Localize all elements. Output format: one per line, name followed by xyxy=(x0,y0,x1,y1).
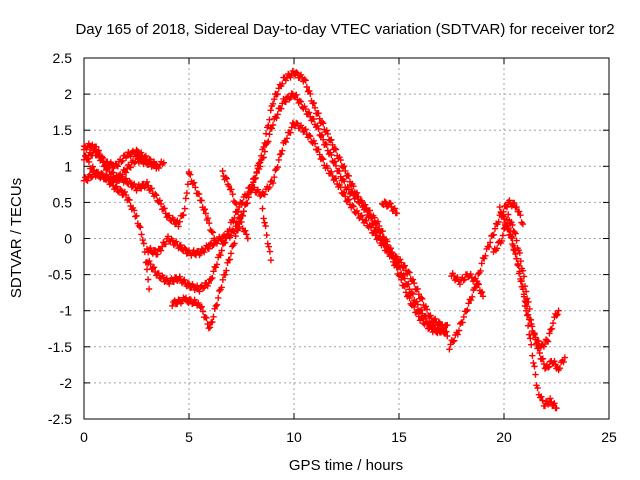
x-tick-label: 25 xyxy=(601,429,617,445)
series-marker-path xyxy=(80,146,161,172)
series-8 xyxy=(185,168,218,242)
y-tick-label: -2 xyxy=(60,375,73,391)
x-axis-label: GPS time / hours xyxy=(289,457,403,474)
series-3 xyxy=(80,146,153,293)
series-marker-path xyxy=(185,168,218,242)
y-tick-label: 2 xyxy=(64,86,72,102)
series-marker-path xyxy=(490,211,569,374)
series-16 xyxy=(500,215,562,351)
series-2 xyxy=(80,140,193,230)
y-tick-label: 1 xyxy=(64,158,72,174)
y-tick-label: -1.5 xyxy=(48,339,72,355)
x-tick-label: 0 xyxy=(80,429,88,445)
series-10 xyxy=(259,205,275,264)
series-marker-path xyxy=(80,140,193,230)
chart-title: Day 165 of 2018, Sidereal Day-to-day VTE… xyxy=(75,21,614,38)
y-tick-label: -1 xyxy=(60,303,73,319)
series-13 xyxy=(448,270,487,300)
series-marker-path xyxy=(379,198,401,217)
x-tick-label: 10 xyxy=(286,429,302,445)
y-tick-label: 2.5 xyxy=(53,50,73,66)
y-tick-label: -0.5 xyxy=(48,267,72,283)
x-tick-label: 5 xyxy=(185,429,193,445)
y-tick-label: 0.5 xyxy=(53,194,73,210)
series-4 xyxy=(143,119,451,340)
grid xyxy=(84,58,609,419)
series-marker-path xyxy=(259,205,275,264)
series-marker-path xyxy=(219,167,251,242)
x-axis: 0 5 10 15 20 25 xyxy=(80,58,617,445)
data-points xyxy=(80,67,569,412)
x-tick-label: 15 xyxy=(391,429,407,445)
series-marker-path xyxy=(448,270,487,300)
y-tick-label: -2.5 xyxy=(48,411,72,427)
y-tick-label: 1.5 xyxy=(53,122,73,138)
series-14 xyxy=(490,211,569,374)
series-7 xyxy=(80,146,161,172)
series-marker-path xyxy=(446,197,527,353)
y-axis-label: SDTVAR / TECUs xyxy=(8,178,25,298)
series-marker-path xyxy=(143,119,451,340)
x-tick-label: 20 xyxy=(496,429,512,445)
y-axis: 2.5 2 1.5 1 0.5 0 -0.5 -1 -1.5 -2 -2.5 xyxy=(48,50,609,427)
series-12 xyxy=(446,197,527,353)
series-marker-path xyxy=(80,146,153,293)
series-marker-path xyxy=(500,215,562,351)
y-tick-label: 0 xyxy=(64,231,72,247)
series-9 xyxy=(219,167,251,242)
series-11 xyxy=(379,198,401,217)
series-6 xyxy=(169,67,445,337)
series-marker-path xyxy=(169,67,445,337)
